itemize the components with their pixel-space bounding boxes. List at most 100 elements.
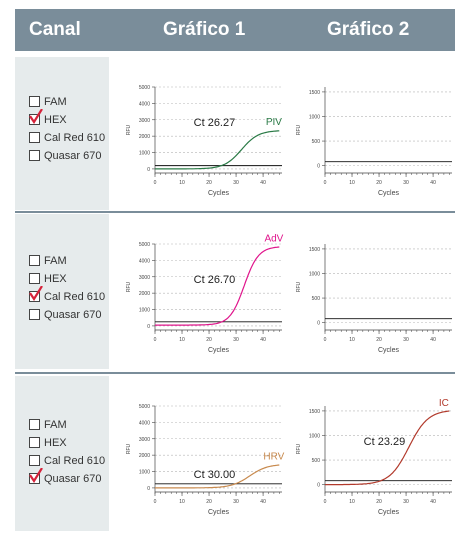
row-divider — [15, 372, 455, 374]
plot-area — [155, 87, 282, 173]
y-tick-label: 1000 — [309, 114, 320, 120]
amplification-chart: 0 500 1000 1500 0 10 20 30 40 Cycles RFU — [285, 57, 460, 210]
series-label: AdV — [264, 234, 283, 245]
channel-label: Quasar 670 — [44, 472, 101, 486]
y-tick-label: 4000 — [139, 420, 150, 426]
y-tick-label: 2000 — [139, 134, 150, 140]
x-tick-label: 40 — [260, 499, 266, 505]
ct-annotation: Ct 23.29 — [364, 436, 406, 448]
series-label: PIV — [266, 117, 282, 128]
check-mark-icon — [29, 286, 43, 301]
series-label: IC — [439, 398, 449, 409]
channel-label: FAM — [44, 418, 67, 432]
x-tick-label: 0 — [154, 337, 157, 343]
x-tick-label: 20 — [206, 499, 212, 505]
channel-label: Cal Red 610 — [44, 454, 105, 468]
y-tick-label: 1000 — [309, 271, 320, 277]
y-tick-label: 5000 — [139, 85, 150, 91]
checkbox-box[interactable] — [29, 455, 40, 466]
y-tick-label: 0 — [317, 483, 320, 489]
x-tick-label: 10 — [179, 499, 185, 505]
header-chart-2: Gráfico 2 — [327, 9, 409, 51]
x-tick-label: 0 — [154, 180, 157, 186]
y-tick-label: 500 — [312, 139, 321, 145]
x-tick-label: 40 — [430, 337, 436, 343]
x-tick-label: 10 — [179, 337, 185, 343]
channel-panel: FAM HEX Cal Red 610 Quasar 670 — [15, 57, 109, 210]
y-tick-label: 4000 — [139, 101, 150, 107]
x-axis-label: Cycles — [378, 190, 400, 197]
checkbox-box[interactable] — [29, 473, 40, 484]
y-tick-label: 0 — [317, 321, 320, 327]
y-tick-label: 0 — [147, 167, 150, 173]
y-tick-label: 5000 — [139, 242, 150, 248]
channel-panel: FAM HEX Cal Red 610 Quasar 670 — [15, 214, 109, 369]
y-tick-label: 2000 — [139, 291, 150, 297]
channel-label: Quasar 670 — [44, 308, 101, 322]
x-tick-label: 30 — [403, 337, 409, 343]
channel-label: HEX — [44, 272, 67, 286]
y-axis-label: RFU — [126, 443, 132, 454]
x-tick-label: 40 — [260, 180, 266, 186]
row-divider — [15, 211, 455, 213]
x-tick-label: 30 — [233, 337, 239, 343]
checkbox-box[interactable] — [29, 273, 40, 284]
x-axis-label: Cycles — [208, 509, 230, 516]
plot-area — [325, 244, 452, 330]
header-chart-1: Gráfico 1 — [163, 9, 245, 51]
ct-annotation: Ct 26.70 — [194, 274, 236, 286]
x-tick-label: 20 — [206, 180, 212, 186]
y-tick-label: 1000 — [139, 308, 150, 314]
y-tick-label: 0 — [317, 164, 320, 170]
checkbox-box[interactable] — [29, 132, 40, 143]
amplification-chart: 0500100015000 10 20 30 40CyclesRFUICCt 23.29 — [285, 376, 460, 531]
x-tick-label: 10 — [179, 180, 185, 186]
x-tick-label: 0 — [324, 337, 327, 343]
checkbox-box[interactable] — [29, 255, 40, 266]
y-tick-label: 1000 — [139, 151, 150, 157]
y-axis-label: RFU — [296, 443, 302, 454]
checkbox-box[interactable] — [29, 291, 40, 302]
checkbox-box[interactable] — [29, 419, 40, 430]
y-axis-label: RFU — [126, 124, 132, 135]
table-row: FAM HEX Cal Red 610 Quasar 670 0 1000 2000… — [15, 214, 455, 369]
checkbox-box[interactable] — [29, 114, 40, 125]
plot-area — [325, 87, 452, 173]
y-tick-label: 4000 — [139, 258, 150, 264]
x-tick-label: 30 — [403, 499, 409, 505]
amplification-chart: 0 1000 2000 3000 4000 5000 0 10 20 30 40 Cycles RFU A… — [115, 214, 290, 369]
x-tick-label: 20 — [376, 499, 382, 505]
checkbox-box[interactable] — [29, 437, 40, 448]
ct-annotation: Ct 26.27 — [194, 117, 236, 129]
channel-label: Cal Red 610 — [44, 131, 105, 145]
x-tick-label: 0 — [324, 499, 327, 505]
checkbox-box[interactable] — [29, 150, 40, 161]
x-tick-label: 0 — [154, 499, 157, 505]
y-axis-label: RFU — [126, 281, 132, 292]
x-tick-label: 30 — [233, 180, 239, 186]
x-tick-label: 20 — [206, 337, 212, 343]
series-label: HRV — [263, 452, 284, 463]
y-axis-label: RFU — [296, 124, 302, 135]
checkbox-box[interactable] — [29, 309, 40, 320]
y-tick-label: 0 — [147, 486, 150, 492]
y-tick-label: 500 — [312, 296, 321, 302]
check-mark-icon — [29, 109, 43, 124]
y-tick-label: 500 — [312, 458, 321, 464]
x-axis-label: Cycles — [208, 190, 230, 197]
y-tick-label: 5000 — [139, 404, 150, 410]
table-row: FAM HEX Cal Red 610 Quasar 670 0 1000 2000… — [15, 57, 455, 210]
x-tick-label: 10 — [349, 180, 355, 186]
channel-label: FAM — [44, 254, 67, 268]
plot-area — [155, 244, 282, 330]
y-tick-label: 1000 — [309, 433, 320, 439]
y-tick-label: 1500 — [309, 247, 320, 253]
x-tick-label: 20 — [376, 180, 382, 186]
y-tick-label: 1500 — [309, 409, 320, 415]
channel-label: FAM — [44, 95, 67, 109]
x-axis-label: Cycles — [208, 347, 230, 354]
x-tick-label: 20 — [376, 337, 382, 343]
checkbox-box[interactable] — [29, 96, 40, 107]
amplification-chart: 0 1000 2000 3000 4000 5000 0 10 20 30 40 Cycles RFU P… — [115, 57, 290, 210]
channel-panel: FAM HEX Cal Red 610 Quasar 670 — [15, 376, 109, 531]
